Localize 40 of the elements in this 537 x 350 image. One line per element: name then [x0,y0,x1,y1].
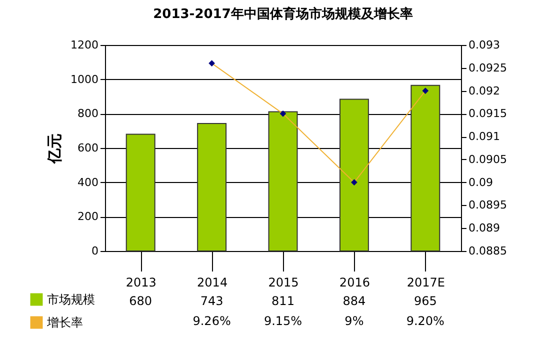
y2-tick-label: 0.0895 [468,198,507,212]
x-tick-label: 2015 [268,276,299,290]
bar [339,98,369,252]
data-label: 743 [200,294,224,308]
y-axis-title: 亿元 [46,134,64,164]
data-label: 9% [344,314,364,328]
x-tick-label: 2014 [197,276,228,290]
x-tick-label: 2017E [406,276,445,290]
y-tick-label: 0 [92,244,98,258]
y-tick-label: 200 [78,210,98,224]
x-tick-label: 2013 [126,276,156,290]
y2-tick-label: 0.091 [468,130,500,144]
y-tick-label: 1200 [70,38,98,52]
legend-label: 增长率 [46,316,83,330]
chart-title: 2013-2017年中国体育场市场规模及增长率 [153,6,413,22]
y2-tick-label: 0.089 [468,222,500,235]
y2-tick-label: 0.09 [468,176,493,189]
y2-tick-label: 0.093 [468,38,500,52]
data-label: 884 [342,294,366,308]
bar [126,134,156,252]
y-tick-label: 600 [78,142,98,154]
y2-tick-label: 0.092 [468,84,500,98]
x-tick-label: 2016 [339,276,370,290]
legend-label: 市场规模 [47,292,95,306]
data-label: 9.20% [406,314,444,328]
y-tick-label: 400 [78,176,98,189]
y-tick-label: 1000 [70,72,98,86]
bar [268,111,298,252]
data-label: 965 [414,294,437,308]
data-label: 9.15% [264,314,302,328]
data-label: 680 [129,294,152,308]
bar [197,122,227,252]
data-label: 811 [272,294,294,308]
y2-tick-label: 0.0925 [468,61,507,74]
y2-tick-label: 0.0915 [468,107,507,120]
y2-tick-label: 0.0905 [468,152,507,166]
y2-tick-label: 0.0885 [468,244,507,258]
data-label: 9.26% [192,314,231,328]
bar [410,84,440,252]
y-tick-label: 800 [78,107,98,120]
